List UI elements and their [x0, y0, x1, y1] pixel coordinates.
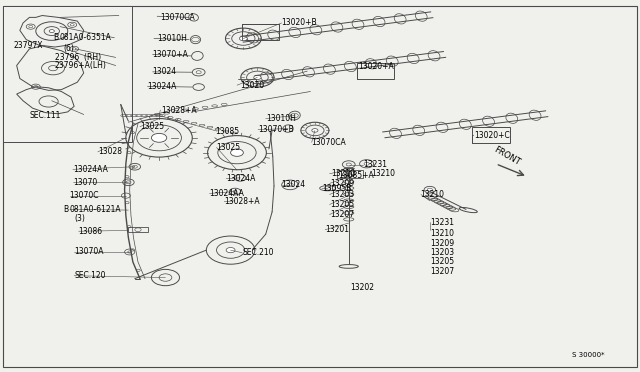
Text: 13203: 13203	[430, 248, 454, 257]
Text: (6): (6)	[63, 44, 74, 52]
Bar	[242, 24, 279, 39]
Bar	[472, 127, 510, 142]
Circle shape	[70, 24, 74, 26]
Circle shape	[239, 36, 247, 41]
Circle shape	[364, 162, 369, 165]
Bar	[3, 6, 132, 142]
Text: 13020+C: 13020+C	[474, 131, 510, 140]
Text: 13070CA: 13070CA	[161, 13, 195, 22]
Text: 13028: 13028	[98, 147, 122, 156]
Text: 13070C: 13070C	[70, 191, 99, 200]
Text: 13086: 13086	[79, 227, 103, 236]
Circle shape	[312, 129, 318, 132]
Text: 13095B: 13095B	[322, 184, 351, 193]
Text: B: B	[53, 33, 58, 42]
Bar	[357, 63, 394, 78]
Text: 13202: 13202	[351, 283, 374, 292]
Text: 13024AA: 13024AA	[73, 165, 108, 174]
Text: 13085: 13085	[215, 126, 239, 136]
Text: SEC.210: SEC.210	[242, 248, 273, 257]
Text: (3): (3)	[74, 214, 85, 223]
Text: 13024: 13024	[153, 67, 177, 76]
Text: 13070+B: 13070+B	[258, 125, 294, 134]
Bar	[129, 227, 148, 232]
Text: 13205: 13205	[430, 257, 454, 266]
Text: 13024AA: 13024AA	[209, 189, 244, 198]
Text: 13025: 13025	[140, 122, 164, 131]
Text: 13020+B: 13020+B	[282, 19, 317, 28]
Text: 13210: 13210	[420, 190, 444, 199]
Text: 13010H: 13010H	[157, 34, 187, 43]
Text: 13070: 13070	[73, 178, 97, 187]
Text: 13070CA: 13070CA	[312, 138, 346, 147]
Text: 13209: 13209	[430, 239, 454, 248]
Circle shape	[254, 75, 261, 80]
Text: 081A0-6121A: 081A0-6121A	[70, 205, 122, 214]
Text: 13210: 13210	[371, 169, 395, 178]
Circle shape	[428, 188, 433, 191]
Text: 13203: 13203	[330, 190, 355, 199]
Text: 13010H: 13010H	[266, 114, 296, 123]
Text: 13231: 13231	[430, 218, 454, 227]
Text: 13070+A: 13070+A	[153, 50, 189, 59]
Text: 13025: 13025	[216, 143, 241, 152]
Text: 13207: 13207	[330, 210, 355, 219]
Text: 13231: 13231	[363, 160, 387, 169]
Circle shape	[152, 134, 167, 142]
Text: 13028+A: 13028+A	[162, 106, 197, 115]
Text: 13210: 13210	[332, 169, 355, 178]
Text: 23796+A(LH): 23796+A(LH)	[55, 61, 107, 70]
Text: 13020: 13020	[240, 81, 264, 90]
Text: 13024A: 13024A	[226, 174, 255, 183]
Text: 13207: 13207	[430, 267, 454, 276]
Text: 13024A: 13024A	[148, 82, 177, 91]
Text: B: B	[63, 205, 68, 214]
Circle shape	[34, 86, 38, 88]
Text: SEC.111: SEC.111	[29, 111, 61, 120]
Text: 13085+A: 13085+A	[338, 171, 374, 180]
Text: FRONT: FRONT	[492, 145, 522, 167]
Circle shape	[29, 26, 33, 28]
Text: 13020+A: 13020+A	[358, 62, 394, 71]
Text: 23796  (RH): 23796 (RH)	[55, 53, 101, 62]
Text: 13210: 13210	[430, 228, 454, 238]
Circle shape	[226, 247, 235, 253]
Text: 13028+A: 13028+A	[224, 197, 260, 206]
Text: 13205: 13205	[330, 200, 355, 209]
Circle shape	[49, 30, 54, 33]
Bar	[337, 170, 363, 178]
Circle shape	[230, 149, 243, 156]
Text: 081A0-6351A: 081A0-6351A	[60, 33, 111, 42]
Text: 23797X: 23797X	[13, 41, 43, 50]
Text: SEC.120: SEC.120	[74, 271, 106, 280]
Text: 13209: 13209	[330, 179, 355, 188]
Text: 13024: 13024	[282, 180, 306, 189]
Text: 13201: 13201	[325, 225, 349, 234]
Text: S 30000*: S 30000*	[572, 352, 605, 357]
Circle shape	[72, 48, 76, 50]
Text: 13070A: 13070A	[74, 247, 104, 256]
